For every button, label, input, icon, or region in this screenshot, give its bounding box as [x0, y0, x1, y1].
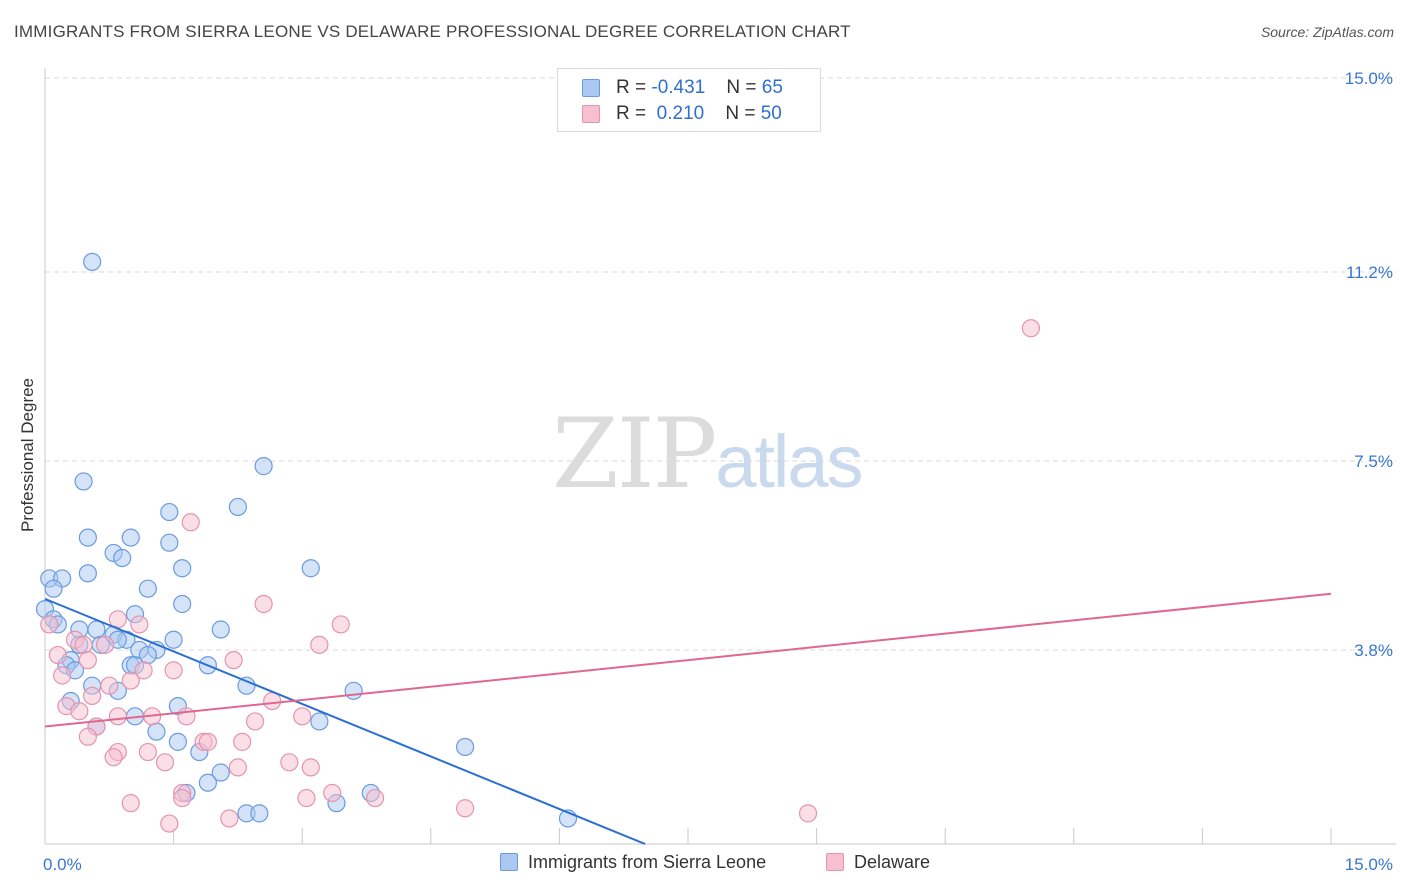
- data-point-series2: [228, 758, 247, 777]
- data-point-series2: [798, 804, 818, 823]
- data-point-series2: [70, 702, 89, 721]
- y-tick-label: 11.2%: [1346, 263, 1393, 282]
- chart-title: IMMIGRANTS FROM SIERRA LEONE VS DELAWARE…: [14, 22, 851, 41]
- legend-r-value: 0.210: [651, 103, 705, 124]
- source-note: Source: ZipAtlas.com: [1260, 24, 1394, 40]
- x-tick-label: 15.0%: [1345, 855, 1393, 874]
- data-point-series1: [228, 497, 247, 517]
- bottom-legend-series2: Delaware: [826, 852, 930, 873]
- data-point-series1: [147, 722, 166, 741]
- data-point-series2: [297, 788, 316, 808]
- data-point-series1: [121, 528, 140, 547]
- data-point-series2: [95, 635, 115, 654]
- data-point-series1: [78, 528, 97, 547]
- data-point-series2: [104, 748, 123, 767]
- trend-line-series2: [44, 592, 1332, 728]
- bottom-legend-series1: Immigrants from Sierra Leone: [500, 852, 766, 873]
- data-point-series2: [130, 615, 149, 634]
- trend-line-series1: [44, 597, 646, 845]
- data-point-series2: [108, 707, 127, 726]
- bottom-legend-label-series2: Delaware: [854, 852, 931, 872]
- data-point-series2: [53, 666, 72, 685]
- data-point-series2: [245, 712, 265, 731]
- data-point-series2: [220, 809, 239, 828]
- correlation-legend: R = -0.431 N = 65 R = 0.210 N = 50: [557, 68, 821, 132]
- data-point-series1: [211, 763, 230, 782]
- data-point-series2: [164, 661, 183, 680]
- data-point-series1: [173, 594, 192, 614]
- data-point-series2: [365, 788, 385, 808]
- legend-n-label: N =: [726, 77, 762, 98]
- data-point-series1: [113, 548, 132, 568]
- data-point-series2: [74, 635, 93, 654]
- data-point-series1: [164, 630, 183, 649]
- data-point-series1: [44, 579, 63, 598]
- data-point-series2: [233, 732, 252, 751]
- data-point-series2: [83, 686, 102, 706]
- data-point-series2: [1021, 319, 1041, 338]
- data-point-series1: [254, 457, 273, 476]
- data-point-series2: [310, 635, 329, 654]
- data-point-series2: [331, 615, 350, 634]
- data-point-series2: [40, 615, 59, 634]
- data-point-series1: [198, 773, 217, 792]
- data-point-series2: [160, 814, 179, 833]
- data-point-series2: [100, 676, 119, 695]
- x-tick-label: 0.0%: [43, 855, 82, 874]
- data-point-series2: [138, 742, 157, 762]
- data-point-series2: [78, 651, 97, 670]
- legend-r-value: -0.431: [651, 77, 706, 98]
- data-point-series1: [344, 681, 363, 700]
- data-point-series1: [455, 737, 475, 757]
- legend-swatch-series1: [582, 79, 600, 97]
- data-point-series1: [301, 559, 320, 578]
- legend-swatch-series2: [582, 105, 600, 123]
- data-point-series1: [211, 620, 230, 639]
- legend-n-value: 50: [760, 103, 782, 124]
- data-point-series2: [455, 799, 475, 818]
- data-point-series2: [173, 788, 192, 808]
- legend-n-label: N =: [725, 103, 761, 124]
- data-point-series1: [83, 252, 102, 271]
- data-point-series1: [78, 564, 97, 583]
- bottom-legend-swatch-series2: [826, 853, 844, 871]
- data-point-series2: [48, 645, 67, 665]
- data-point-series1: [138, 579, 157, 598]
- data-point-series1: [160, 502, 179, 522]
- data-point-series2: [121, 671, 140, 690]
- y-tick-label: 3.8%: [1354, 641, 1393, 660]
- y-tick-label: 7.5%: [1354, 452, 1393, 471]
- data-point-series2: [78, 727, 97, 746]
- data-point-series2: [301, 758, 320, 777]
- legend-n-value: 65: [761, 77, 783, 98]
- data-point-series1: [160, 533, 179, 552]
- data-point-series2: [155, 753, 175, 772]
- data-point-series2: [224, 651, 243, 670]
- data-point-series2: [293, 707, 312, 726]
- data-point-series1: [250, 804, 269, 823]
- y-tick-label: 15.0%: [1345, 69, 1393, 88]
- bottom-legend-swatch-series1: [500, 853, 518, 871]
- watermark-zip: ZIP: [552, 398, 717, 510]
- bottom-legend-label-series1: Immigrants from Sierra Leone: [528, 852, 767, 872]
- data-point-series1: [168, 732, 187, 751]
- data-point-series2: [280, 753, 299, 772]
- data-point-series1: [87, 620, 106, 639]
- data-point-series2: [254, 594, 273, 614]
- data-point-series1: [74, 472, 93, 491]
- data-point-series2: [134, 661, 153, 680]
- data-point-series2: [181, 513, 200, 532]
- data-point-series1: [173, 559, 192, 578]
- data-point-series2: [198, 732, 217, 751]
- data-point-series2: [323, 783, 342, 803]
- legend-r-label: R =: [616, 103, 652, 124]
- data-point-series1: [310, 712, 329, 731]
- data-point-series2: [121, 794, 140, 813]
- legend-r-label: R =: [616, 77, 652, 98]
